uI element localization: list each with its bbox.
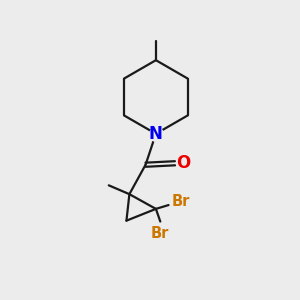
Text: Br: Br bbox=[151, 226, 169, 242]
Text: O: O bbox=[176, 154, 190, 172]
Text: N: N bbox=[149, 125, 163, 143]
Text: Br: Br bbox=[172, 194, 190, 209]
